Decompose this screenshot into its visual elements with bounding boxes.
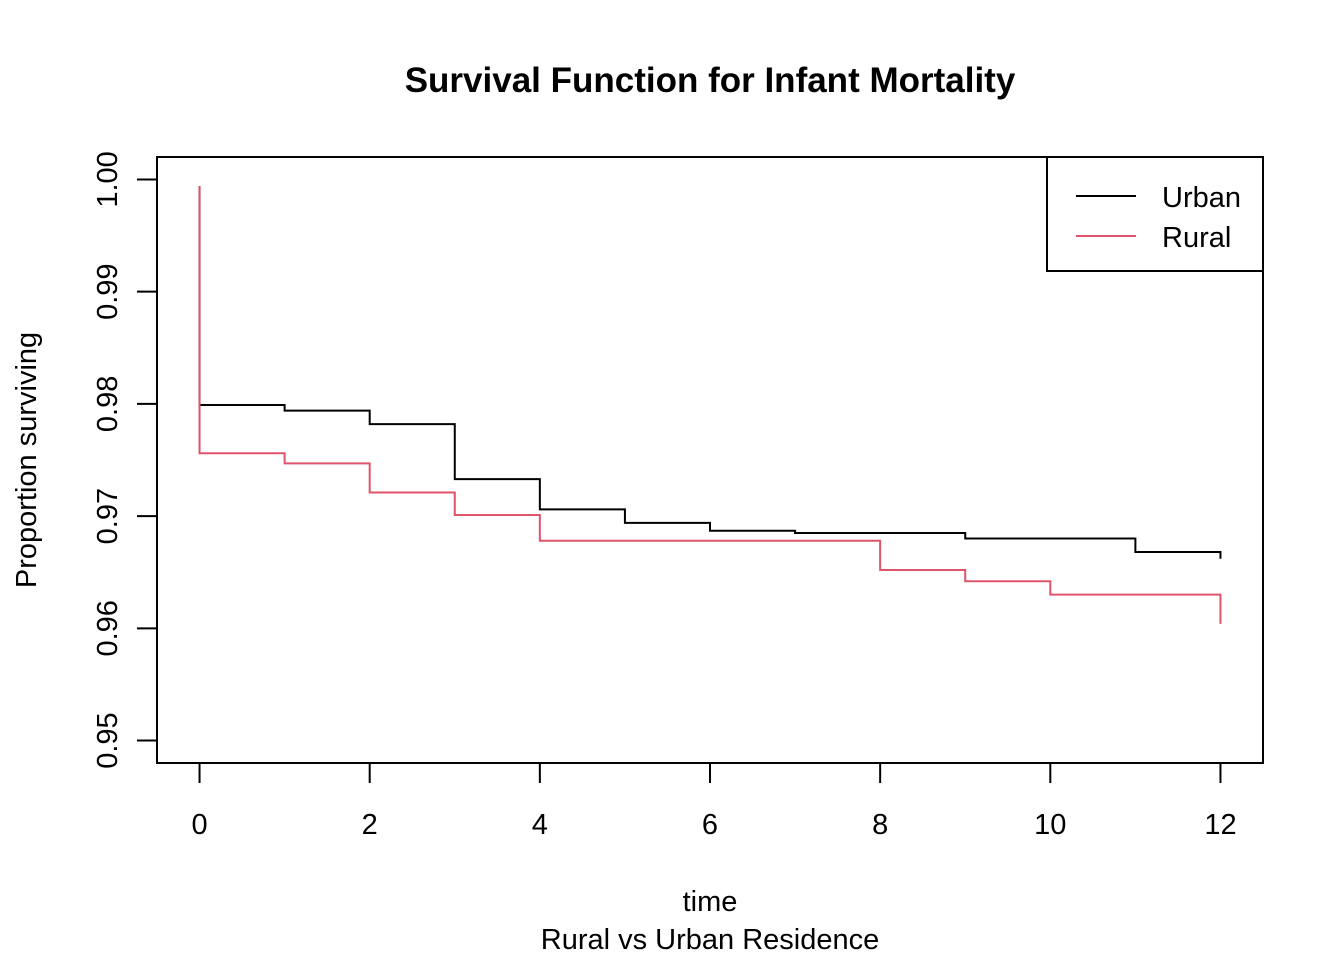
y-tick-label: 0.95 xyxy=(92,712,124,768)
series-line-urban xyxy=(198,186,1222,559)
y-tick-label: 1.00 xyxy=(92,151,124,207)
x-axis-label: time xyxy=(683,886,738,918)
x-axis: 0 2 4 6 8 10 12 xyxy=(191,762,1237,841)
legend-label-urban: Urban xyxy=(1162,182,1241,214)
legend-label-rural: Rural xyxy=(1162,222,1231,254)
series-line-rural xyxy=(198,186,1222,624)
chart-title: Survival Function for Infant Mortality xyxy=(405,61,1016,100)
x-tick-label: 0 xyxy=(191,809,207,841)
x-tick-label: 4 xyxy=(532,809,548,841)
y-tick-label: 0.97 xyxy=(92,488,124,544)
x-tick-label: 10 xyxy=(1034,809,1066,841)
series-layer xyxy=(198,186,1222,624)
y-tick-label: 0.99 xyxy=(92,263,124,319)
y-tick-label: 0.98 xyxy=(92,376,124,432)
legend: Urban Rural xyxy=(1046,156,1264,272)
y-tick-label: 0.96 xyxy=(92,600,124,656)
x-axis-sublabel: Rural vs Urban Residence xyxy=(541,924,879,956)
legend-box xyxy=(1046,156,1264,272)
x-tick-label: 2 xyxy=(362,809,378,841)
x-tick-label: 12 xyxy=(1204,809,1236,841)
x-tick-label: 8 xyxy=(872,809,888,841)
y-axis: 0.95 0.96 0.97 0.98 0.99 1.00 xyxy=(92,151,158,769)
y-axis-label: Proportion surviving xyxy=(11,332,43,588)
x-tick-label: 6 xyxy=(702,809,718,841)
